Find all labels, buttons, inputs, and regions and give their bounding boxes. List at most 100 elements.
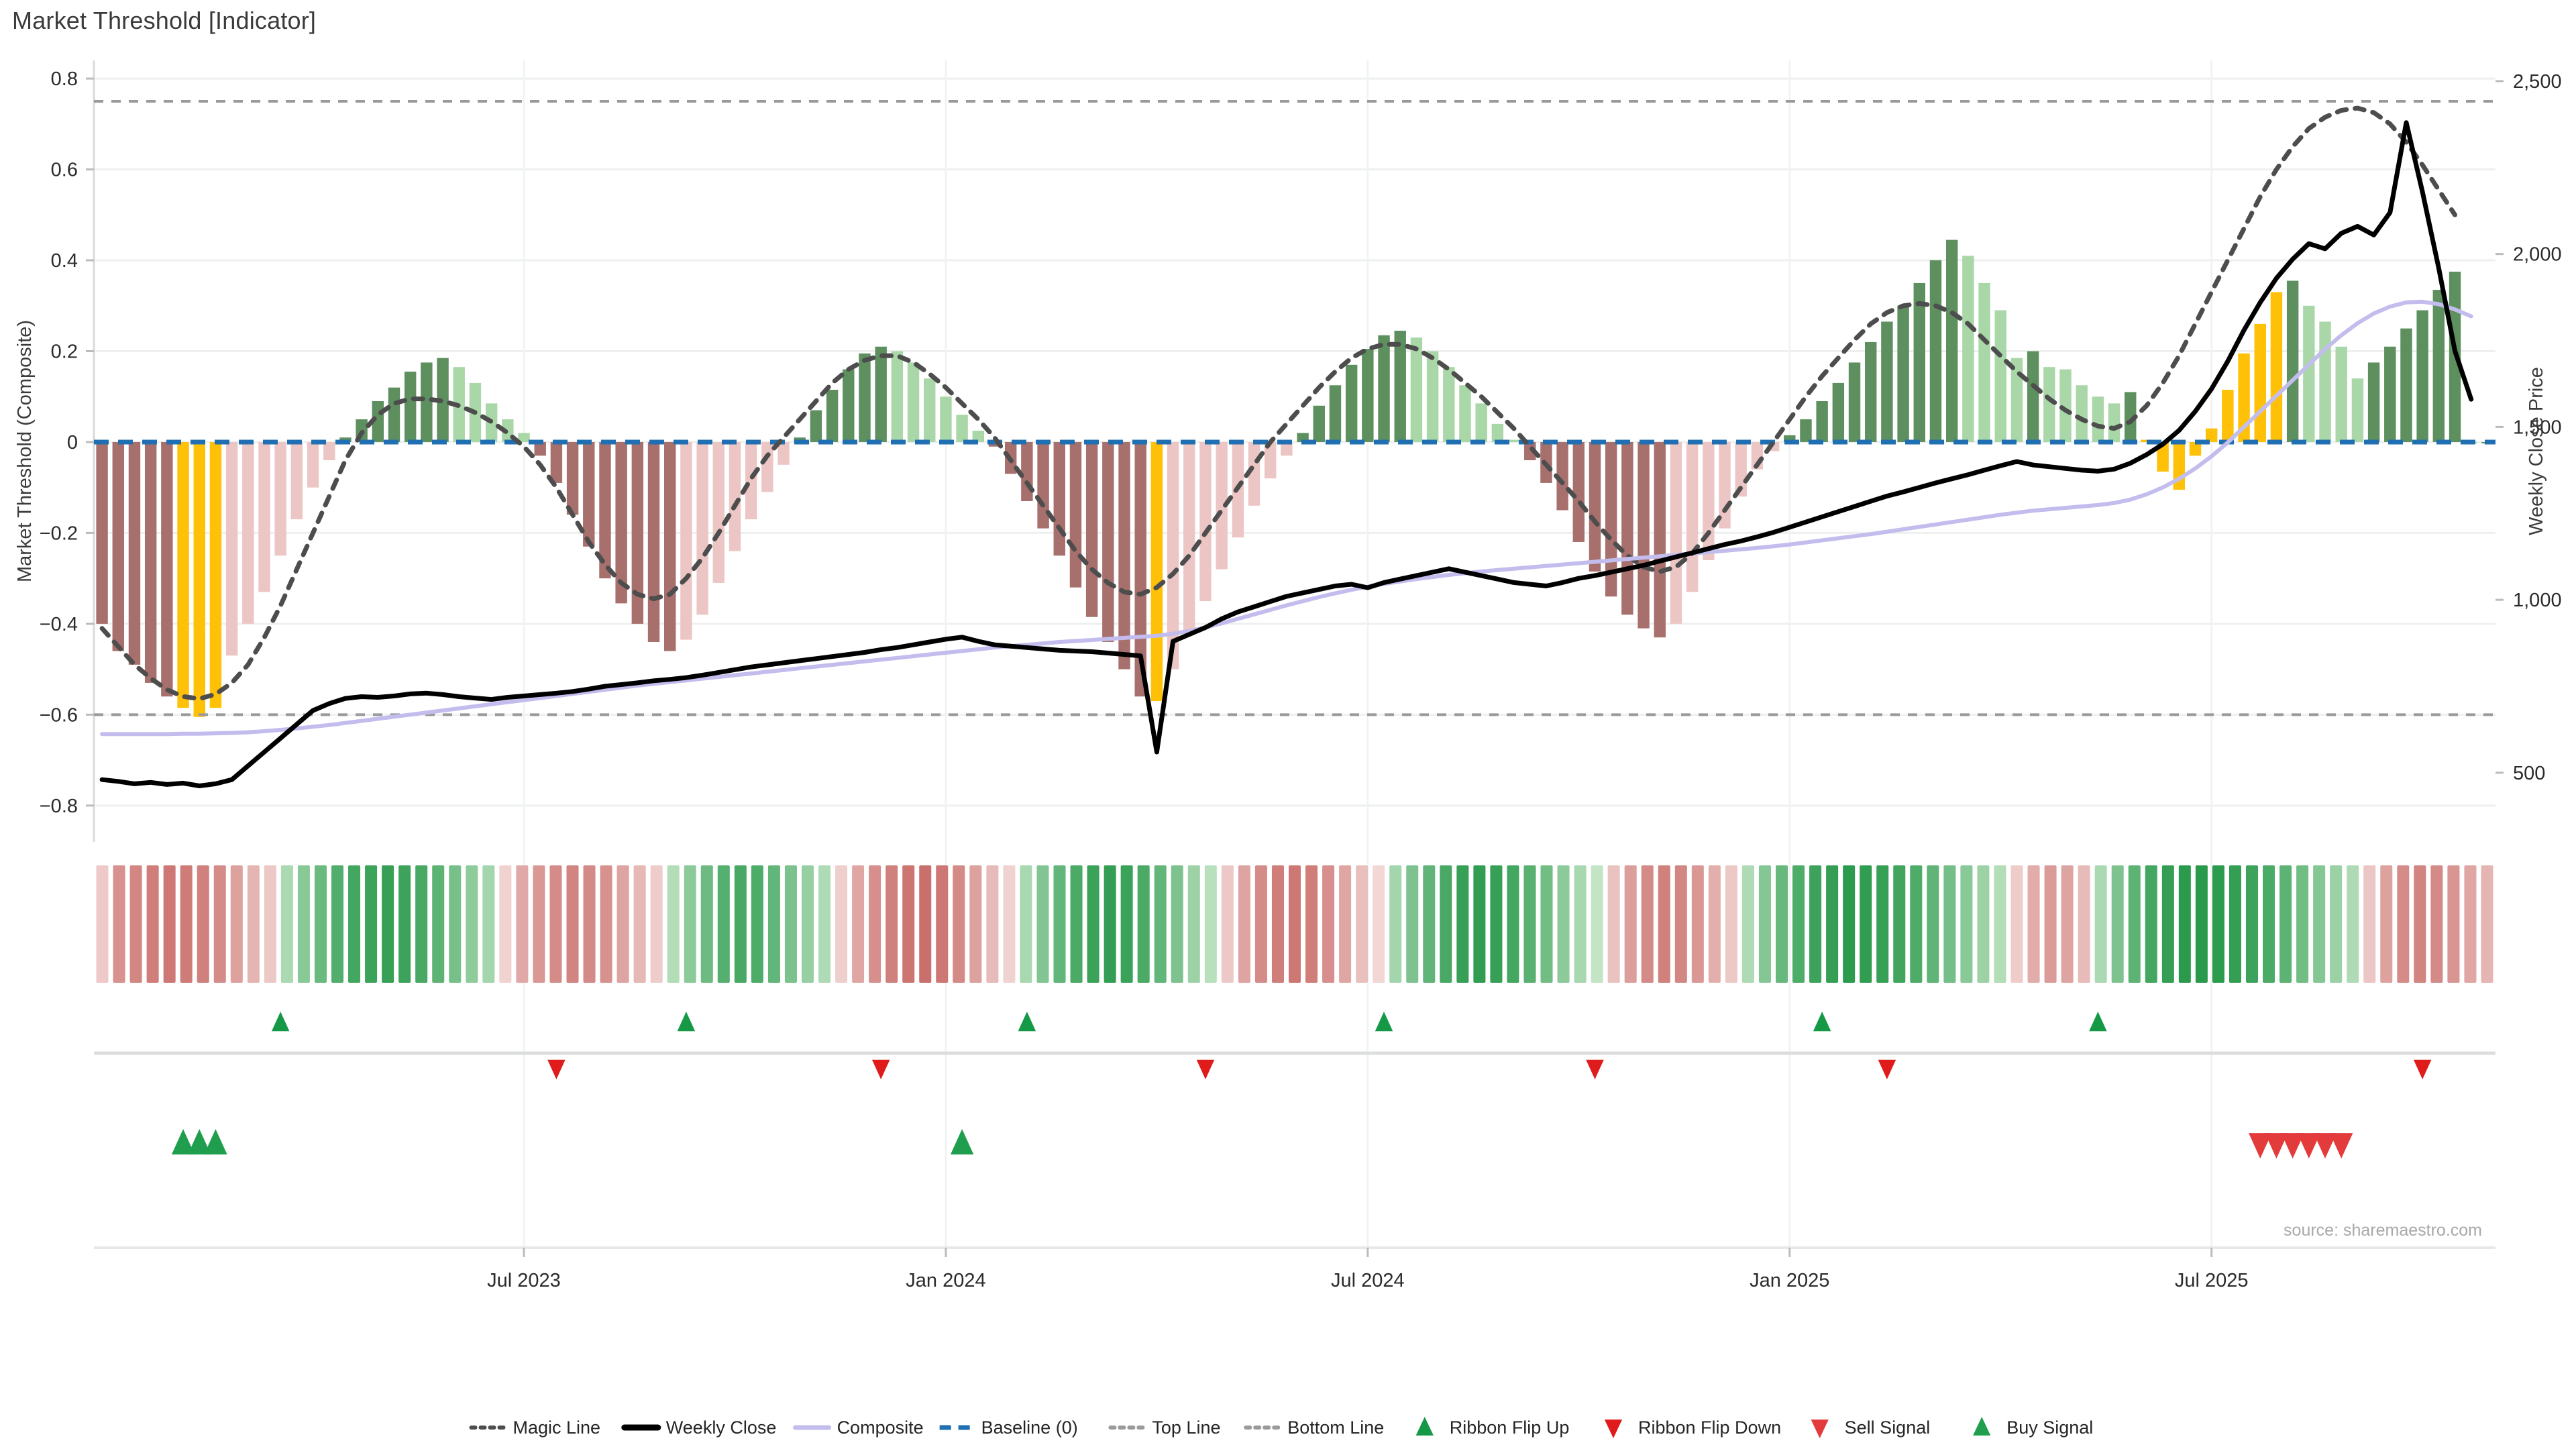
ribbon-flip-up-marker[interactable] bbox=[1375, 1012, 1393, 1032]
histogram-bar bbox=[843, 369, 855, 442]
legend-item[interactable]: Composite bbox=[793, 1417, 924, 1438]
ribbon-cell bbox=[784, 865, 797, 983]
histogram-bar bbox=[745, 441, 757, 520]
histogram-bar bbox=[1102, 441, 1114, 642]
legend-label: Baseline (0) bbox=[981, 1417, 1078, 1438]
ribbon-flip-down-marker[interactable] bbox=[1196, 1059, 1215, 1079]
ribbon-cell bbox=[533, 865, 545, 983]
ribbon-flip-up-marker[interactable] bbox=[271, 1012, 290, 1032]
ribbon-cell bbox=[953, 865, 965, 983]
ribbon-cell bbox=[398, 865, 411, 983]
histogram-bar bbox=[307, 441, 319, 488]
ribbon-flip-down-marker[interactable] bbox=[547, 1059, 566, 1079]
ribbon-flip-down-marker[interactable] bbox=[1586, 1059, 1604, 1079]
ribbon-cell bbox=[113, 865, 125, 983]
legend-item[interactable]: Sell Signal bbox=[1811, 1417, 1931, 1438]
ribbon-cell bbox=[1204, 865, 1217, 983]
ribbon-cell bbox=[1288, 865, 1301, 983]
ribbon-cell bbox=[499, 865, 512, 983]
histogram-bar bbox=[1784, 435, 1796, 442]
ribbon-cell bbox=[1423, 865, 1436, 983]
ribbon-cell bbox=[1456, 865, 1469, 983]
histogram-bar bbox=[599, 441, 611, 579]
buy-signal-marker[interactable] bbox=[171, 1129, 195, 1155]
histogram-bar bbox=[940, 396, 952, 442]
sell-signal-marker[interactable] bbox=[2281, 1133, 2304, 1159]
legend-item[interactable]: Magic Line bbox=[469, 1417, 601, 1438]
histogram-bar bbox=[1897, 305, 1909, 442]
ribbon-flip-up-marker[interactable] bbox=[1018, 1012, 1036, 1032]
ribbon-cell bbox=[2044, 865, 2057, 983]
ribbon-cell bbox=[2430, 865, 2443, 983]
ribbon-cell bbox=[1776, 865, 1788, 983]
legend-label: Weekly Close bbox=[666, 1417, 777, 1438]
histogram-bar bbox=[1281, 441, 1293, 456]
legend-item[interactable]: Weekly Close bbox=[621, 1417, 777, 1438]
legend-label: Ribbon Flip Up bbox=[1450, 1417, 1570, 1438]
histogram-bar bbox=[1881, 321, 1893, 442]
histogram-bar bbox=[1994, 310, 2006, 442]
sell-signal-marker[interactable] bbox=[2265, 1133, 2288, 1159]
momentum-ribbon-strip[interactable] bbox=[96, 865, 2493, 983]
sell-signal-marker[interactable] bbox=[2313, 1133, 2337, 1159]
legend-item[interactable]: Ribbon Flip Down bbox=[1604, 1417, 1781, 1438]
sell-signal-marker[interactable] bbox=[2249, 1133, 2272, 1159]
ribbon-cell bbox=[1691, 865, 1704, 983]
ribbon-cell bbox=[2296, 865, 2309, 983]
histogram-bar bbox=[1945, 239, 1958, 442]
histogram-bar bbox=[956, 415, 968, 442]
histogram-bar bbox=[1556, 441, 1568, 511]
histogram-bar bbox=[631, 441, 644, 624]
histogram-bar bbox=[128, 441, 141, 665]
ribbon-cell bbox=[1271, 865, 1284, 983]
ribbon-cell bbox=[264, 865, 276, 983]
ribbon-cell bbox=[516, 865, 529, 983]
legend-item[interactable]: Ribbon Flip Up bbox=[1415, 1417, 1570, 1438]
histogram-bar bbox=[1929, 260, 1942, 442]
ribbon-cell bbox=[936, 865, 949, 983]
ribbon-cell bbox=[146, 865, 159, 983]
legend-item[interactable]: Baseline (0) bbox=[939, 1417, 1078, 1438]
ribbon-cell bbox=[734, 865, 747, 983]
legend-item[interactable]: Bottom Line bbox=[1244, 1417, 1384, 1438]
ribbon-cell bbox=[180, 865, 193, 983]
legend-triangle-down-swatch bbox=[1604, 1419, 1623, 1438]
histogram-bar bbox=[534, 441, 546, 456]
ribbon-cell bbox=[1876, 865, 1889, 983]
histogram-bar bbox=[907, 362, 920, 442]
x-axis-tick-label: Jan 2025 bbox=[1750, 1270, 1829, 1291]
histogram-bar bbox=[2335, 346, 2347, 442]
ribbon-flip-up-marker[interactable] bbox=[2089, 1012, 2107, 1032]
ribbon-flip-down-marker[interactable] bbox=[871, 1059, 890, 1079]
right-axis-tick-label: 2,000 bbox=[2513, 244, 2562, 266]
histogram-bar bbox=[161, 441, 173, 697]
ribbon-cell bbox=[2128, 865, 2141, 983]
ribbon-cell bbox=[1860, 865, 1872, 983]
weekly-close-line-series bbox=[99, 120, 2474, 788]
ribbon-cell bbox=[2363, 865, 2376, 983]
ribbon-cell bbox=[1003, 865, 1016, 983]
ribbon-flip-up-marker[interactable] bbox=[1813, 1012, 1831, 1032]
ribbon-cell bbox=[2010, 865, 2023, 983]
histogram-bar bbox=[777, 441, 790, 465]
ribbon-cell bbox=[2111, 865, 2124, 983]
histogram-bar bbox=[550, 441, 563, 483]
sell-signal-marker[interactable] bbox=[2330, 1133, 2353, 1159]
ribbon-flip-up-marker[interactable] bbox=[677, 1012, 696, 1032]
histogram-bar bbox=[1978, 282, 1990, 442]
buy-signal-marker[interactable] bbox=[204, 1129, 227, 1155]
sell-signal-marker[interactable] bbox=[2297, 1133, 2320, 1159]
histogram-bar bbox=[1475, 403, 1487, 442]
legend-item[interactable]: Top Line bbox=[1108, 1417, 1220, 1438]
histogram-bar bbox=[1118, 441, 1130, 669]
ribbon-flip-down-marker[interactable] bbox=[2413, 1059, 2432, 1079]
ribbon-cell bbox=[1977, 865, 1990, 983]
buy-signal-marker[interactable] bbox=[950, 1129, 974, 1155]
ribbon-cell bbox=[2263, 865, 2275, 983]
ribbon-flip-down-marker[interactable] bbox=[1878, 1059, 1896, 1079]
ribbon-cell bbox=[2414, 865, 2426, 983]
legend-item[interactable]: Buy Signal bbox=[1973, 1417, 2093, 1438]
histogram-bar bbox=[1621, 441, 1633, 615]
buy-signal-marker[interactable] bbox=[188, 1129, 211, 1155]
